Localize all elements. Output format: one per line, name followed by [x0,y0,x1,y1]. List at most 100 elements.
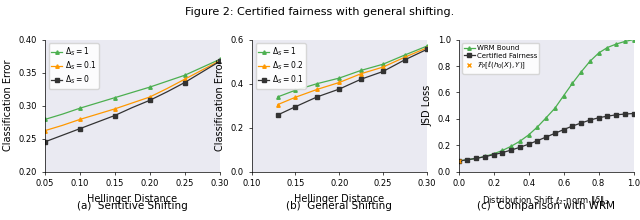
$\Delta_S = 0.1$ [292,105,300,108]
$\Delta_S = 0.1$ [335,88,343,90]
$\Delta_S = 0$ [129,106,136,109]
WRM Bound [586,60,594,63]
$\Delta_S = 0.2$ [274,103,282,106]
Line: $\Delta_S = 1$: $\Delta_S = 1$ [276,44,428,99]
Line: $\Delta_S = 0$: $\Delta_S = 0$ [43,60,221,144]
$\Delta_S = 0.1$ [198,69,206,71]
WRM Bound [542,116,550,119]
WRM Bound [612,43,620,45]
$\Delta_S = 1$ [146,86,154,88]
$\Delta_S = 0.1$ [41,129,49,132]
Y-axis label: Classification Error: Classification Error [215,60,225,151]
Text: (b)  General Shifting: (b) General Shifting [286,201,392,211]
X-axis label: Hellinger Distance: Hellinger Distance [294,194,384,204]
WRM Bound [560,94,568,97]
WRM Bound [534,126,541,128]
$\Delta_S = 1$ [335,77,343,79]
$\Delta_S = 1$ [93,102,101,104]
WRM Bound [604,46,611,49]
$\Delta_S = 0.1$ [76,118,84,121]
$\Delta_S = 0.2$ [314,88,321,91]
$\Delta_S = 0.1$ [379,70,387,73]
Certified Fairness [568,125,576,127]
$\Delta_S = 0.2$ [379,66,387,68]
$\Delta_S = 0.1$ [58,124,66,127]
$\Delta_S = 0.1$ [401,59,408,61]
WRM Bound [499,149,506,152]
$\Delta_S = 0.1$ [423,48,431,51]
Line: WRM Bound: WRM Bound [457,38,636,163]
WRM Bound [463,158,471,161]
$\Delta_S = 0.2$ [401,56,408,59]
$\Delta_S = 1$ [163,80,171,82]
WRM Bound [525,134,532,136]
$\Delta_S = 0$ [198,71,206,73]
Line: $\Delta_S = 0.2$: $\Delta_S = 0.2$ [276,46,428,106]
Line: $\Delta_S = 0.1$: $\Delta_S = 0.1$ [43,59,221,132]
WRM Bound [481,155,489,158]
Certified Fairness [551,132,559,135]
$\Delta_S = 1$ [274,95,282,98]
Text: (a)  Sentitive Shifting: (a) Sentitive Shifting [77,201,188,211]
WRM Bound [472,157,480,160]
WRM Bound [551,107,559,110]
$\Delta_S = 1$ [129,91,136,94]
$\Delta_S = 0$ [93,121,101,123]
Certified Fairness [595,116,602,119]
Line: $\Delta_S = 0.1$: $\Delta_S = 0.1$ [276,48,428,117]
Legend: $\Delta_S = 1$, $\Delta_S = 0.1$, $\Delta_S = 0$: $\Delta_S = 1$, $\Delta_S = 0.1$, $\Delt… [49,43,99,89]
Text: (c)  Comparison with WRM: (c) Comparison with WRM [477,201,615,211]
Certified Fairness [472,157,480,160]
$\Delta_S = 1$ [41,118,49,121]
Line: $\Delta_S = 1$: $\Delta_S = 1$ [43,58,221,121]
$\Delta_S = 1$ [181,74,189,77]
Certified Fairness [612,114,620,116]
$\Delta_S = 0.1$ [181,78,189,81]
WRM Bound [621,40,628,43]
Certified Fairness [516,146,524,149]
Certified Fairness [490,153,497,156]
$\Delta_S = 1$ [423,45,431,48]
Certified Fairness [630,112,637,115]
Certified Fairness [481,155,489,158]
$\Delta_S = 0$ [58,134,66,137]
$\Delta_S = 0$ [76,127,84,130]
$\Delta_S = 0$ [216,60,223,63]
Legend: WRM Bound, Certified Fairness, $\mathcal{F}_P[\ell(h_0(X), Y)]$: WRM Bound, Certified Fairness, $\mathcal… [462,43,539,73]
Certified Fairness [525,143,532,145]
WRM Bound [577,71,585,73]
WRM Bound [568,82,576,85]
X-axis label: Hellinger Distance: Hellinger Distance [87,194,177,204]
Certified Fairness [560,128,568,131]
$\Delta_S = 1$ [198,66,206,69]
$\Delta_S = 0$ [181,81,189,84]
$\Delta_S = 0$ [41,141,49,143]
$\Delta_S = 0.1$ [146,96,154,98]
$\Delta_S = 1$ [58,113,66,116]
Text: Figure 2: Certified fairness with general shifting.: Figure 2: Certified fairness with genera… [186,7,454,16]
$\Delta_S = 0.2$ [292,96,300,99]
Legend: $\Delta_S = 1$, $\Delta_S = 0.2$, $\Delta_S = 0.1$: $\Delta_S = 1$, $\Delta_S = 0.2$, $\Delt… [255,43,305,89]
$\Delta_S = 0$ [163,90,171,93]
$\Delta_S = 1$ [216,58,223,61]
$\Delta_S = 0$ [111,114,118,117]
$\Delta_S = 0.1$ [357,78,365,81]
WRM Bound [508,145,515,148]
$\Delta_S = 1$ [401,54,408,56]
WRM Bound [595,52,602,54]
Certified Fairness [534,139,541,142]
WRM Bound [455,160,463,162]
$\Delta_S = 1$ [357,69,365,72]
$\Delta_S = 1$ [292,89,300,92]
$\Delta_S = 1$ [379,63,387,66]
Certified Fairness [586,119,594,121]
$\Delta_S = 0.1$ [216,59,223,62]
$\Delta_S = 0.1$ [129,102,136,104]
Certified Fairness [463,158,471,161]
$\Delta_S = 0.1$ [274,114,282,116]
$\Delta_S = 0.2$ [423,47,431,49]
WRM Bound [630,38,637,41]
$\Delta_S = 0$ [146,99,154,102]
$\Delta_S = 0.2$ [335,81,343,84]
$\Delta_S = 1$ [76,107,84,110]
